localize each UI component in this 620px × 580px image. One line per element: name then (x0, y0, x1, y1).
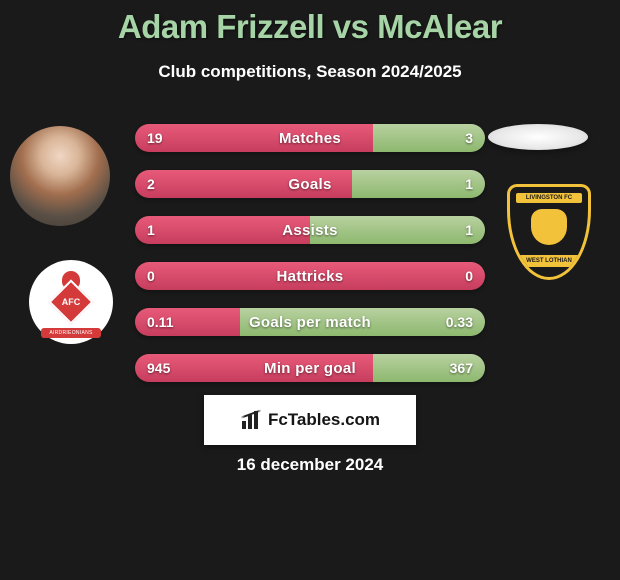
stat-label: Goals per match (135, 308, 485, 336)
source-label: FcTables.com (268, 410, 380, 430)
stats-block: 193Matches 21Goals 11Assists 00Hattricks 0.1… (135, 124, 485, 400)
stat-row: 945367Min per goal (135, 354, 485, 382)
stat-label: Matches (135, 124, 485, 152)
stat-label: Hattricks (135, 262, 485, 290)
club-right-top-text: LIVINGSTON FC (516, 193, 582, 203)
club-right-banner: WEST LOTHIAN (518, 255, 580, 267)
stat-row: 193Matches (135, 124, 485, 152)
snapshot-date: 16 december 2024 (0, 455, 620, 475)
stat-row: 0.110.33Goals per match (135, 308, 485, 336)
stat-row: 00Hattricks (135, 262, 485, 290)
stat-row: 21Goals (135, 170, 485, 198)
fctables-logo-icon (240, 409, 262, 431)
source-attribution: FcTables.com (204, 395, 416, 445)
stat-row: 11Assists (135, 216, 485, 244)
club-right-lion-icon (531, 209, 567, 245)
club-right-badge: LIVINGSTON FC WEST LOTHIAN (501, 178, 597, 286)
page-title: Adam Frizzell vs McAlear (0, 8, 620, 46)
club-right-crest: LIVINGSTON FC WEST LOTHIAN (507, 184, 591, 280)
club-left-abbrev: AFC (62, 297, 81, 307)
player-right-photo (488, 124, 588, 150)
player-left-photo (10, 126, 110, 226)
page-subtitle: Club competitions, Season 2024/2025 (0, 62, 620, 82)
club-left-badge: AFC AIRDRIEONIANS (29, 260, 113, 344)
stat-label: Min per goal (135, 354, 485, 382)
stat-label: Goals (135, 170, 485, 198)
comparison-infographic: Adam Frizzell vs McAlear Club competitio… (0, 0, 620, 580)
club-left-crest: AFC (48, 279, 94, 325)
club-left-banner: AIRDRIEONIANS (41, 328, 101, 338)
stat-label: Assists (135, 216, 485, 244)
